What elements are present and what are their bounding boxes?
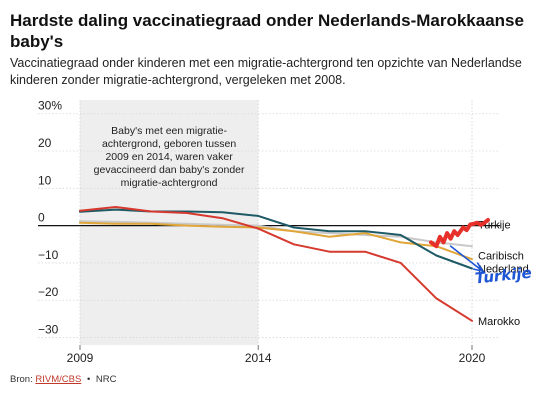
y-tick-label: −10 xyxy=(38,248,59,262)
page-title: Hardste daling vaccinatiegraad onder Ned… xyxy=(10,11,524,51)
shaded-region-note-line: gevaccineerd dan baby's zonder xyxy=(94,164,245,176)
shaded-region-note-line: achtergrond, geboren tussen xyxy=(102,138,236,150)
source-separator: • xyxy=(86,374,91,385)
shaded-region-note-line: Baby's met een migratie- xyxy=(111,125,227,137)
y-tick-label: 20 xyxy=(38,136,52,150)
source-other: NRC xyxy=(95,374,117,385)
series-label-caribisch-nederland: Caribisch Nederland xyxy=(478,250,529,275)
x-tick-label: 2014 xyxy=(245,351,272,365)
line-chart: 30% 20 10 0 −10 −20 −30 2009 2014 2020 Baby's met … xyxy=(38,99,532,365)
shaded-region-note-line: migratie-achtergrond xyxy=(121,177,218,189)
x-tick-label: 2020 xyxy=(459,351,486,365)
y-tick-label: −30 xyxy=(38,323,59,337)
shaded-region-note-line: 2009 en 2014, waren vaker xyxy=(105,151,233,163)
series-label-line: Nederland xyxy=(478,263,529,275)
series-line-marokko xyxy=(79,206,473,322)
y-tick-label: 30% xyxy=(38,99,62,113)
series-line-caribisch-nederland xyxy=(79,221,473,261)
series-label-marokko: Marokko xyxy=(478,316,520,328)
handwritten-scribble xyxy=(429,218,490,249)
y-tick-label: −20 xyxy=(38,285,59,299)
y-tick-label: 10 xyxy=(38,173,52,187)
source-link[interactable]: RIVM/CBS xyxy=(35,374,82,385)
shaded-region-note: Baby's met een migratie-achtergrond, geb… xyxy=(94,125,245,189)
page-subtitle: Vaccinatiegraad onder kinderen met een m… xyxy=(10,56,522,87)
series-label-line: Caribisch xyxy=(478,250,524,262)
handwritten-arrow xyxy=(449,245,484,272)
source-label: Bron: xyxy=(10,374,33,385)
source-line: Bron: RIVM/CBS • NRC xyxy=(10,374,117,385)
y-tick-label: 0 xyxy=(38,211,45,225)
handwritten-label: Turkije xyxy=(474,264,532,288)
handwritten-arrowhead xyxy=(472,262,485,273)
x-tick-label: 2009 xyxy=(67,351,94,365)
